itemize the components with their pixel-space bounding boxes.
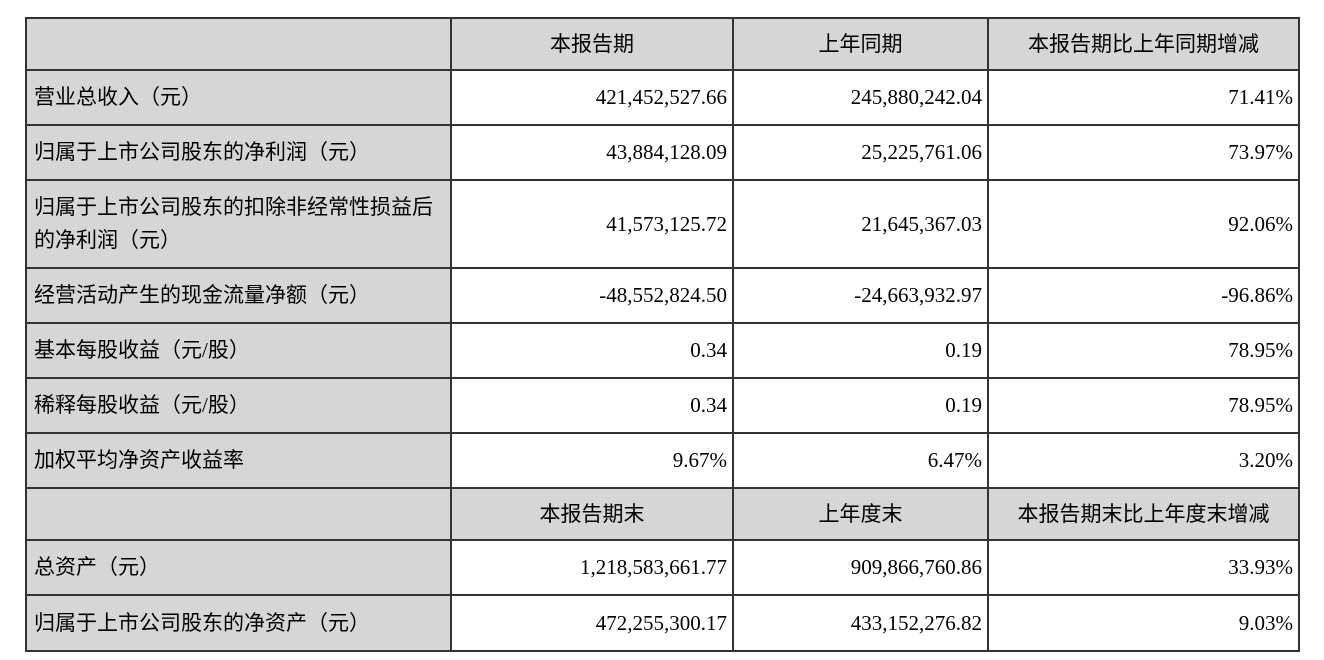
metric-label: 归属于上市公司股东的扣除非经常性损益后的净利润（元） <box>25 179 452 269</box>
value-prior: 0.19 <box>732 322 989 379</box>
table-row-net-assets: 归属于上市公司股东的净资产（元） 472,255,300.17 433,152,… <box>25 594 1300 652</box>
period-header-change: 本报告期比上年同期增减 <box>987 17 1300 71</box>
metric-label: 总资产（元） <box>25 539 452 596</box>
value-current: 0.34 <box>450 377 734 434</box>
value-change: 9.03% <box>987 594 1300 652</box>
value-current: 421,452,527.66 <box>450 69 734 126</box>
balance-header-change: 本报告期末比上年度末增减 <box>987 487 1300 541</box>
balance-header-metric-empty <box>25 487 452 541</box>
value-prior: -24,663,932.97 <box>732 267 989 324</box>
value-current: 472,255,300.17 <box>450 594 734 652</box>
table-row-basic-eps: 基本每股收益（元/股） 0.34 0.19 78.95% <box>25 322 1300 379</box>
value-change: 78.95% <box>987 377 1300 434</box>
metric-label: 营业总收入（元） <box>25 69 452 126</box>
metric-label: 基本每股收益（元/股） <box>25 322 452 379</box>
balance-header-prior: 上年度末 <box>732 487 989 541</box>
period-header-row: 本报告期 上年同期 本报告期比上年同期增减 <box>25 17 1300 71</box>
metric-label: 归属于上市公司股东的净资产（元） <box>25 594 452 652</box>
period-header-current: 本报告期 <box>450 17 734 71</box>
value-prior: 245,880,242.04 <box>732 69 989 126</box>
value-prior: 21,645,367.03 <box>732 179 989 269</box>
balance-header-row: 本报告期末 上年度末 本报告期末比上年度末增减 <box>25 487 1300 541</box>
value-change: -96.86% <box>987 267 1300 324</box>
table-row-operating-cash-flow: 经营活动产生的现金流量净额（元） -48,552,824.50 -24,663,… <box>25 267 1300 324</box>
value-change: 3.20% <box>987 432 1300 489</box>
value-change: 33.93% <box>987 539 1300 596</box>
value-current: 9.67% <box>450 432 734 489</box>
value-current: -48,552,824.50 <box>450 267 734 324</box>
value-change: 92.06% <box>987 179 1300 269</box>
table-row-net-profit-excl-nonrecurring: 归属于上市公司股东的扣除非经常性损益后的净利润（元） 41,573,125.72… <box>25 179 1300 269</box>
value-current: 1,218,583,661.77 <box>450 539 734 596</box>
period-header-metric-empty <box>25 17 452 71</box>
value-current: 41,573,125.72 <box>450 179 734 269</box>
value-prior: 25,225,761.06 <box>732 124 989 181</box>
balance-header-current: 本报告期末 <box>450 487 734 541</box>
value-current: 43,884,128.09 <box>450 124 734 181</box>
period-header-prior: 上年同期 <box>732 17 989 71</box>
metric-label: 加权平均净资产收益率 <box>25 432 452 489</box>
value-change: 73.97% <box>987 124 1300 181</box>
table-row-total-assets: 总资产（元） 1,218,583,661.77 909,866,760.86 3… <box>25 539 1300 596</box>
value-prior: 6.47% <box>732 432 989 489</box>
value-prior: 433,152,276.82 <box>732 594 989 652</box>
value-prior: 0.19 <box>732 377 989 434</box>
value-change: 78.95% <box>987 322 1300 379</box>
table-row-total-revenue: 营业总收入（元） 421,452,527.66 245,880,242.04 7… <box>25 69 1300 126</box>
metric-label: 稀释每股收益（元/股） <box>25 377 452 434</box>
table-row-diluted-eps: 稀释每股收益（元/股） 0.34 0.19 78.95% <box>25 377 1300 434</box>
table-row-weighted-avg-roe: 加权平均净资产收益率 9.67% 6.47% 3.20% <box>25 432 1300 489</box>
metric-label: 经营活动产生的现金流量净额（元） <box>25 267 452 324</box>
value-prior: 909,866,760.86 <box>732 539 989 596</box>
financial-summary-table: 本报告期 上年同期 本报告期比上年同期增减 营业总收入（元） 421,452,5… <box>25 17 1300 652</box>
value-current: 0.34 <box>450 322 734 379</box>
value-change: 71.41% <box>987 69 1300 126</box>
metric-label: 归属于上市公司股东的净利润（元） <box>25 124 452 181</box>
table-row-net-profit: 归属于上市公司股东的净利润（元） 43,884,128.09 25,225,76… <box>25 124 1300 181</box>
